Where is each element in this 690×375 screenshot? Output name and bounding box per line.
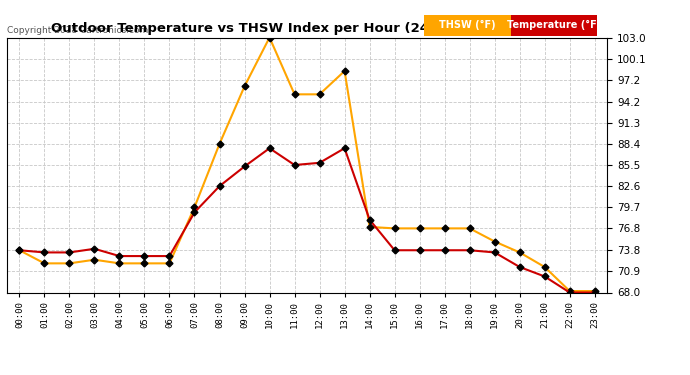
Text: Temperature (°F): Temperature (°F): [506, 20, 601, 30]
Text: Copyright 2018 Cartronics.com: Copyright 2018 Cartronics.com: [7, 26, 148, 35]
Text: THSW (°F): THSW (°F): [439, 20, 496, 30]
Title: Outdoor Temperature vs THSW Index per Hour (24 Hours) 20180809: Outdoor Temperature vs THSW Index per Ho…: [51, 22, 563, 35]
